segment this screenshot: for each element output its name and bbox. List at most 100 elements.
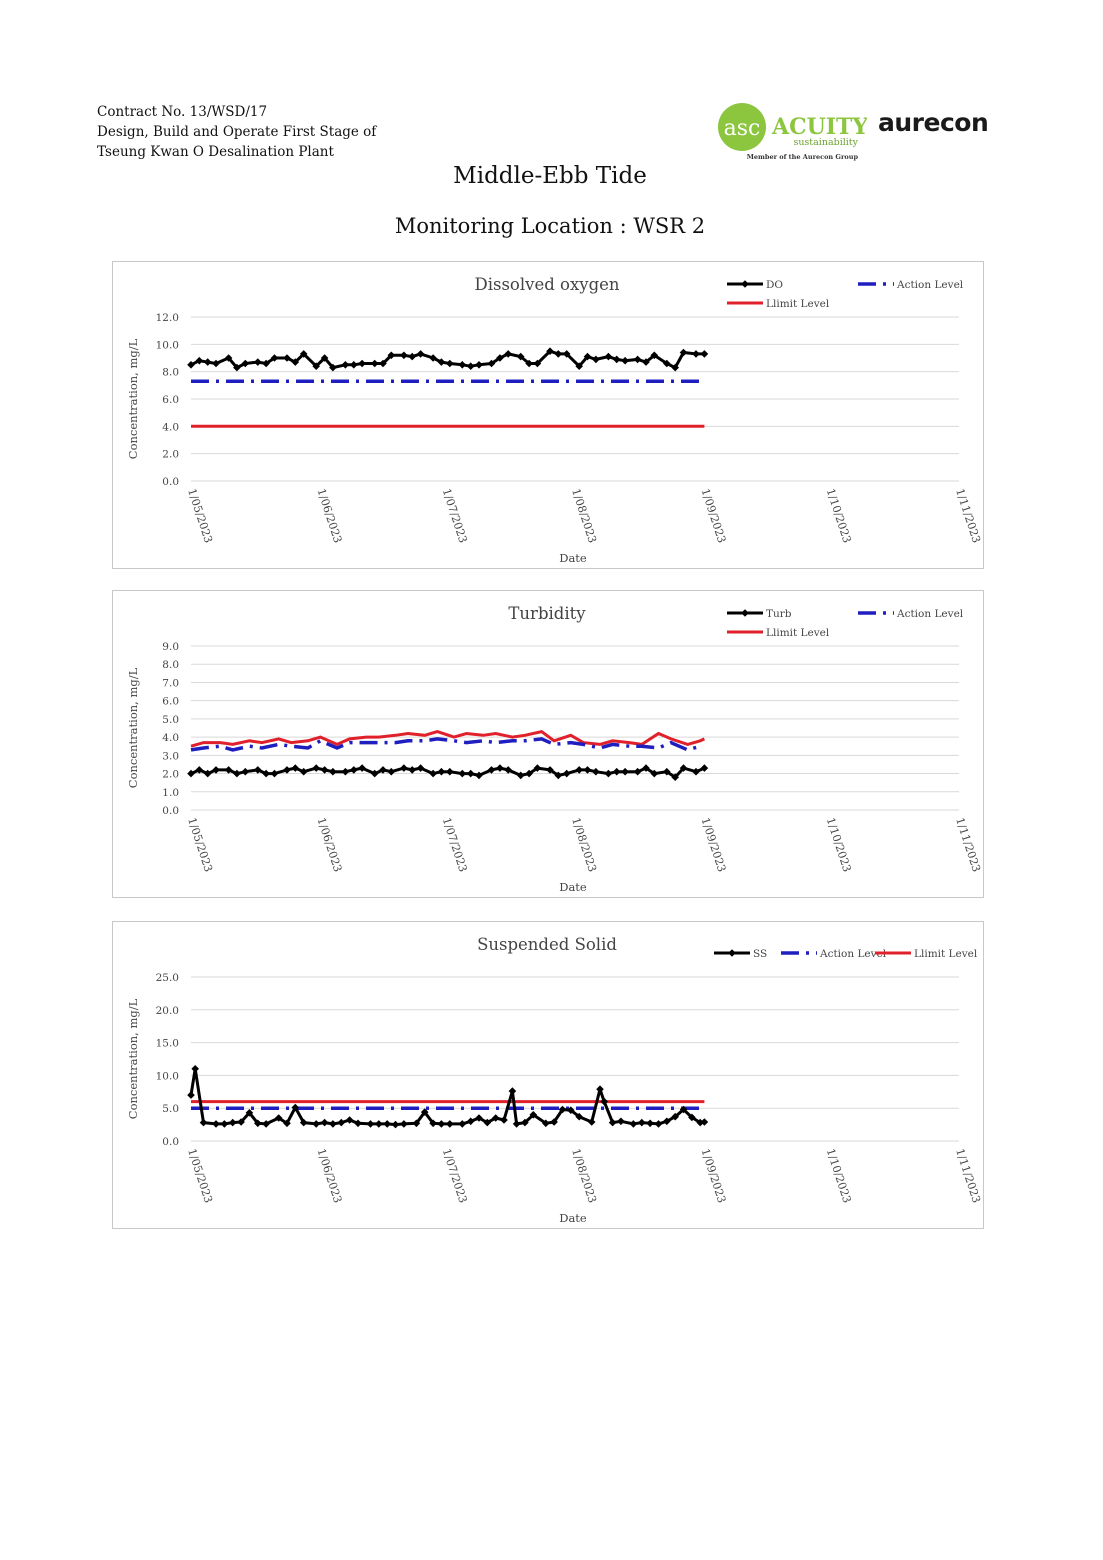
data-point <box>446 1120 454 1128</box>
data-point <box>270 354 279 362</box>
data-point <box>400 351 408 360</box>
data-point <box>320 354 329 362</box>
y-tick-label: 4.0 <box>162 421 179 433</box>
data-point <box>671 363 679 372</box>
data-point <box>525 769 533 778</box>
data-point <box>416 350 425 358</box>
data-point <box>466 1117 475 1126</box>
data-point <box>366 1120 375 1128</box>
data-point <box>370 769 379 778</box>
legend-marker <box>741 609 749 617</box>
data-point <box>508 1087 517 1095</box>
chart-title: Turbidity <box>508 604 586 623</box>
data-point <box>621 356 629 365</box>
y-axis-label: Concentration, mg/L <box>126 667 140 788</box>
x-tick-label: 1/07/2023 <box>440 487 470 545</box>
chart-turbidity: 0.0 1.0 2.0 3.0 4.0 5.0 6.0 7.0 8.0 9.0 1/05/2023 1… <box>112 590 984 898</box>
data-point <box>700 764 709 772</box>
x-tick-label: 1/06/2023 <box>315 487 345 545</box>
chart-suspended-solid: 0.0 5.0 10.0 15.0 20.0 25.0 1/05/2023 1/06/2023… <box>112 921 984 1229</box>
data-point <box>220 1120 229 1128</box>
data-point <box>312 1120 320 1128</box>
data-point <box>329 1120 337 1128</box>
x-tick-label: 1/09/2023 <box>699 1147 729 1205</box>
x-tick-label: 1/05/2023 <box>185 487 215 545</box>
data-point <box>575 362 583 370</box>
x-tick-label: 1/11/2023 <box>953 816 983 874</box>
x-tick-label: 1/05/2023 <box>185 816 215 874</box>
data-point <box>642 358 650 366</box>
data-point <box>429 769 437 778</box>
data-point <box>203 769 212 778</box>
data-point <box>320 766 329 774</box>
data-point <box>521 1118 529 1127</box>
x-tick-label: 1/06/2023 <box>315 1147 345 1205</box>
data-point <box>341 361 350 369</box>
data-point <box>350 361 358 369</box>
data-point <box>575 766 583 774</box>
data-point <box>408 766 416 774</box>
data-point <box>212 359 220 368</box>
data-point <box>400 764 408 772</box>
data-point <box>437 1120 446 1128</box>
data-point <box>429 354 437 362</box>
legend-label-action: Action Level <box>819 948 887 960</box>
data-point <box>554 771 563 780</box>
data-point <box>487 766 496 774</box>
data-point <box>604 769 613 778</box>
data-point <box>679 348 688 357</box>
x-tick-label: 1/06/2023 <box>315 816 345 874</box>
data-point <box>458 361 467 369</box>
x-tick-label: 1/08/2023 <box>569 1147 599 1205</box>
data-point <box>458 1120 467 1128</box>
data-point <box>496 764 504 772</box>
data-point <box>379 766 387 774</box>
data-point <box>375 1120 383 1128</box>
data-point <box>592 355 600 364</box>
data-point <box>312 764 320 772</box>
data-point <box>345 1116 354 1124</box>
data-point <box>274 1114 283 1122</box>
data-point <box>370 359 379 368</box>
data-point <box>546 766 554 774</box>
x-tick-label: 1/10/2023 <box>824 1147 854 1205</box>
data-point <box>562 769 571 778</box>
acuity-logo-circle <box>718 103 766 151</box>
chart-title: Suspended Solid <box>477 935 617 954</box>
chart-svg: 0.0 5.0 10.0 15.0 20.0 25.0 1/05/2023 1/06/2023… <box>126 935 983 1225</box>
legend-marker <box>728 949 736 957</box>
legend-label-data: SS <box>753 948 767 960</box>
data-point <box>679 1105 688 1114</box>
data-point <box>475 1114 483 1122</box>
data-point <box>329 767 337 776</box>
legend-label-limit: Llimit Level <box>914 948 978 960</box>
data-point <box>254 1119 262 1128</box>
y-tick-label: 10.0 <box>156 339 179 351</box>
data-point <box>608 1118 617 1127</box>
series-line-action <box>190 737 701 752</box>
data-point <box>299 1118 308 1127</box>
data-point <box>446 359 454 368</box>
data-point <box>496 354 504 362</box>
y-tick-label: 25.0 <box>156 972 179 984</box>
data-point <box>199 1118 208 1127</box>
data-point <box>592 767 600 776</box>
acuity-logo-name: ACUITY <box>771 114 867 140</box>
data-point <box>270 769 279 778</box>
y-tick-label: 5.0 <box>162 1103 179 1115</box>
data-point <box>483 1118 492 1127</box>
data-point <box>671 773 679 781</box>
page-subtitle: Monitoring Location : WSR 2 <box>394 214 706 238</box>
data-point <box>525 359 533 368</box>
data-point <box>329 363 337 372</box>
data-point <box>487 359 496 368</box>
y-tick-label: 2.0 <box>162 769 179 781</box>
contract-line-2: Design, Build and Operate First Stage of <box>97 124 377 140</box>
data-point <box>650 351 659 360</box>
data-point <box>191 1065 199 1073</box>
data-point <box>291 764 300 772</box>
data-point <box>529 1111 538 1119</box>
data-point <box>575 1112 583 1121</box>
data-point <box>391 1120 400 1129</box>
series-line-data <box>189 1067 705 1127</box>
